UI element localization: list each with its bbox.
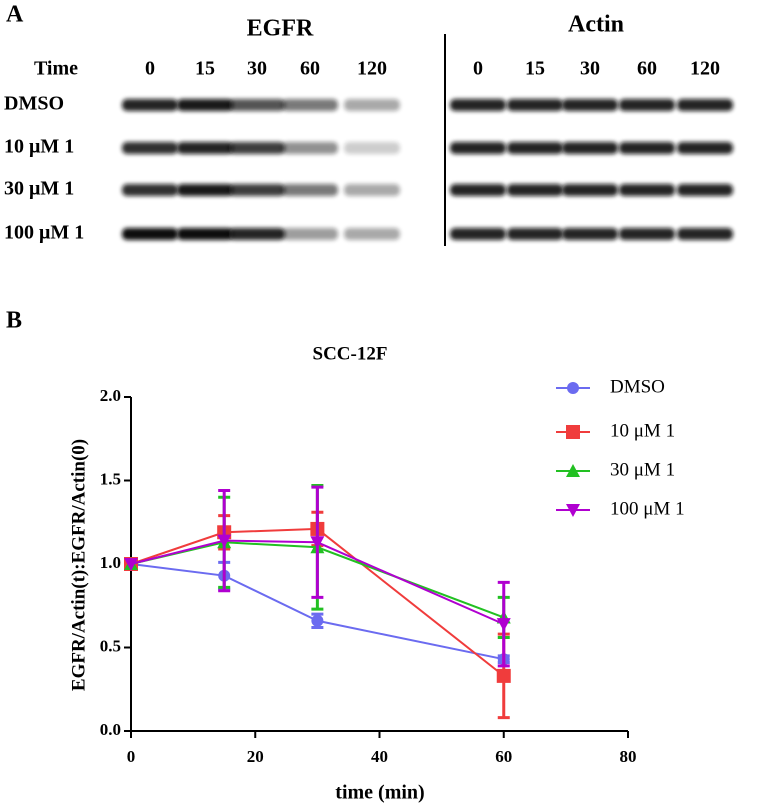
y-tick-label: 2.0 bbox=[100, 386, 121, 405]
group-title: EGFR bbox=[247, 16, 314, 42]
series-line bbox=[130, 563, 504, 661]
blot-band bbox=[122, 99, 178, 111]
blot-band bbox=[507, 99, 563, 111]
data-point bbox=[124, 558, 138, 571]
blot-band bbox=[507, 228, 563, 240]
blot-band bbox=[562, 228, 618, 240]
x-tick-label: 60 bbox=[495, 747, 512, 766]
time-label: 120 bbox=[690, 58, 720, 80]
blot-band bbox=[677, 228, 733, 240]
time-label: 0 bbox=[145, 58, 155, 80]
y-tick-label: 0.0 bbox=[100, 720, 121, 739]
blot-band bbox=[282, 184, 338, 196]
blot-band bbox=[450, 142, 506, 154]
blot-band bbox=[619, 142, 675, 154]
blot-band bbox=[282, 142, 338, 154]
blot-band bbox=[450, 184, 506, 196]
blot-band bbox=[677, 99, 733, 111]
series-line bbox=[130, 539, 505, 626]
blot-band bbox=[177, 228, 233, 240]
row-label: 100 μM 1 bbox=[4, 222, 84, 244]
blot-band bbox=[122, 142, 178, 154]
panel-label: B bbox=[6, 308, 22, 334]
chart-title: SCC-12F bbox=[313, 343, 388, 364]
legend-marker bbox=[566, 464, 580, 477]
blot-band bbox=[677, 184, 733, 196]
data-point bbox=[496, 618, 511, 632]
y-tick-label: 1.5 bbox=[100, 469, 121, 488]
legend-marker bbox=[566, 425, 580, 439]
x-axis-label: time (min) bbox=[335, 782, 424, 804]
time-label: 60 bbox=[637, 58, 657, 80]
time-label: 15 bbox=[195, 58, 215, 80]
blot-band bbox=[677, 142, 733, 154]
group-title: Actin bbox=[568, 12, 624, 38]
row-label: 10 μM 1 bbox=[4, 136, 74, 158]
blot-band bbox=[619, 99, 675, 111]
y-tick-label: 1.0 bbox=[100, 553, 121, 572]
panel-label: A bbox=[6, 2, 24, 28]
data-point bbox=[311, 614, 324, 627]
blot-band bbox=[450, 228, 506, 240]
legend-label: 10 μM 1 bbox=[610, 420, 675, 441]
legend-marker bbox=[567, 382, 579, 394]
blot-band bbox=[507, 184, 563, 196]
time-label: 0 bbox=[473, 58, 483, 80]
x-tick-label: 40 bbox=[371, 747, 388, 766]
y-axis-label: EGFR/Actin(t):EGFR/Actin(0) bbox=[68, 439, 89, 691]
time-label: 60 bbox=[300, 58, 320, 80]
blot-band bbox=[122, 184, 178, 196]
blot-band bbox=[619, 184, 675, 196]
data-point bbox=[310, 536, 325, 550]
x-tick-label: 0 bbox=[127, 747, 136, 766]
blot-band bbox=[229, 99, 285, 111]
blot-band bbox=[229, 184, 285, 196]
time-label: 15 bbox=[525, 58, 545, 80]
time-label: 30 bbox=[580, 58, 600, 80]
x-tick-label: 20 bbox=[247, 747, 264, 766]
blot-band bbox=[562, 142, 618, 154]
blot-band bbox=[122, 228, 178, 240]
blot-band bbox=[619, 228, 675, 240]
blot-band bbox=[344, 99, 400, 111]
blot-band bbox=[450, 99, 506, 111]
legend-label: 100 μM 1 bbox=[610, 498, 685, 519]
x-tick-label: 80 bbox=[620, 747, 637, 766]
blot-band bbox=[177, 142, 233, 154]
time-label: 30 bbox=[247, 58, 267, 80]
blot-band bbox=[177, 184, 233, 196]
blot-band bbox=[282, 228, 338, 240]
series-line bbox=[130, 527, 505, 677]
data-point bbox=[217, 534, 232, 548]
blot-band bbox=[344, 184, 400, 196]
legend-label: 30 μM 1 bbox=[610, 459, 675, 480]
data-point bbox=[496, 668, 511, 683]
blot-band bbox=[507, 142, 563, 154]
legend-label: DMSO bbox=[610, 376, 665, 397]
blot-band bbox=[562, 99, 618, 111]
blot-band bbox=[344, 228, 400, 240]
blot-band bbox=[344, 142, 400, 154]
blot-band bbox=[229, 142, 285, 154]
blot-band bbox=[177, 99, 233, 111]
time-header: Time bbox=[34, 58, 78, 80]
row-label: DMSO bbox=[4, 93, 64, 115]
legend-marker bbox=[566, 504, 580, 517]
row-label: 30 μM 1 bbox=[4, 178, 74, 200]
blot-band bbox=[282, 99, 338, 111]
time-label: 120 bbox=[357, 58, 387, 80]
blot-band bbox=[229, 228, 285, 240]
blot-band bbox=[562, 184, 618, 196]
y-tick-label: 0.5 bbox=[100, 636, 121, 655]
